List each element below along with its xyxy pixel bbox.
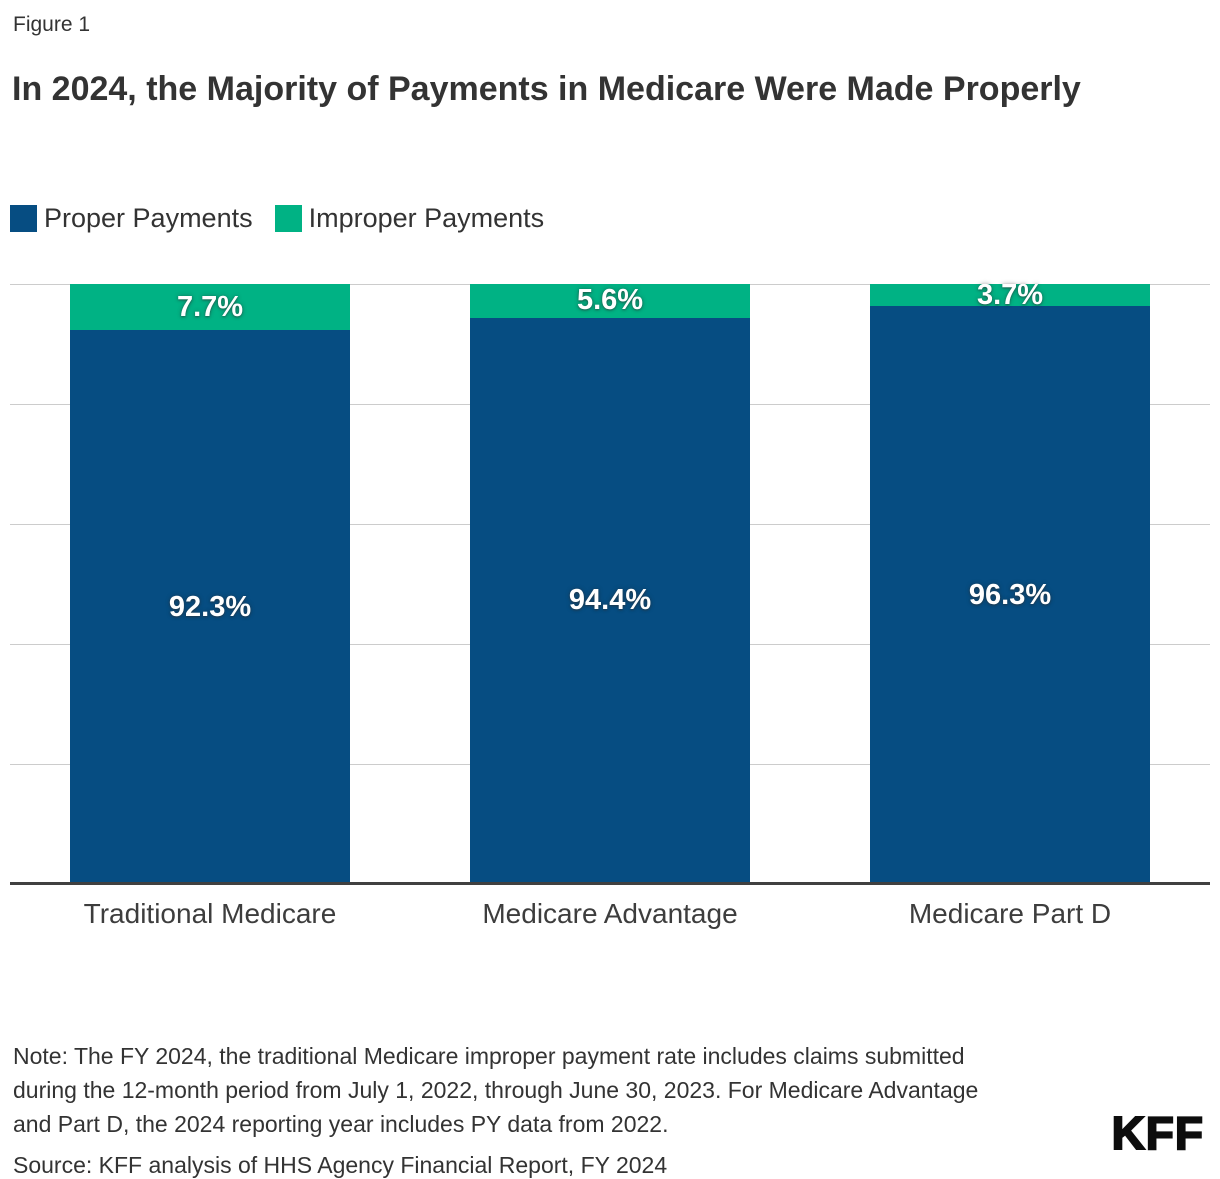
kff-logo[interactable]: KFF xyxy=(1111,1106,1204,1160)
figure-label: Figure 1 xyxy=(13,13,91,36)
legend-label-proper: Proper Payments xyxy=(44,203,253,233)
plot-area: 7.7% 92.3% 5.6% 94.4% 3.7% 96.3% xyxy=(10,280,1210,885)
x-label-traditional-medicare: Traditional Medicare xyxy=(83,898,337,929)
improper-value-label: 3.7% xyxy=(976,278,1044,311)
bars: 7.7% 92.3% 5.6% 94.4% 3.7% 96.3% xyxy=(10,280,1210,884)
x-label-medicare-advantage: Medicare Advantage xyxy=(482,898,738,929)
proper-payments-swatch-icon xyxy=(10,205,37,232)
improper-payments-swatch-icon xyxy=(274,205,302,232)
improper-value-label: 7.7% xyxy=(176,290,244,323)
improper-value-label: 5.6% xyxy=(576,284,644,317)
x-label-medicare-part-d: Medicare Part D xyxy=(908,898,1112,929)
proper-segment-medicare-part-d: 96.3% xyxy=(870,306,1150,884)
improper-segment-traditional-medicare: 7.7% xyxy=(70,284,350,331)
legend-item-proper: Proper Payments xyxy=(10,203,253,234)
bar-medicare-part-d: 3.7% 96.3% xyxy=(870,280,1150,884)
proper-segment-traditional-medicare: 92.3% xyxy=(70,330,350,884)
improper-segment-medicare-part-d: 3.7% xyxy=(870,280,1150,309)
proper-value-label: 94.4% xyxy=(568,584,652,617)
proper-value-label: 92.3% xyxy=(168,590,252,623)
bar-medicare-advantage: 5.6% 94.4% xyxy=(470,284,750,884)
legend-item-improper: Improper Payments xyxy=(274,203,545,234)
x-axis-labels: Traditional Medicare Medicare Advantage Me… xyxy=(10,898,1210,930)
chart-title: In 2024, the Majority of Payments in Med… xyxy=(12,70,1081,108)
proper-value-label: 96.3% xyxy=(968,578,1052,611)
legend: Proper Payments Improper Payments xyxy=(10,203,544,234)
legend-label-improper: Improper Payments xyxy=(308,203,545,233)
x-axis-line xyxy=(10,882,1210,885)
source-text: Source: KFF analysis of HHS Agency Finan… xyxy=(13,1152,668,1178)
improper-segment-medicare-advantage: 5.6% xyxy=(470,284,750,318)
bar-traditional-medicare: 7.7% 92.3% xyxy=(70,284,350,884)
proper-segment-medicare-advantage: 94.4% xyxy=(470,317,750,884)
note-text: Note: The FY 2024, the traditional Medic… xyxy=(13,1043,979,1137)
